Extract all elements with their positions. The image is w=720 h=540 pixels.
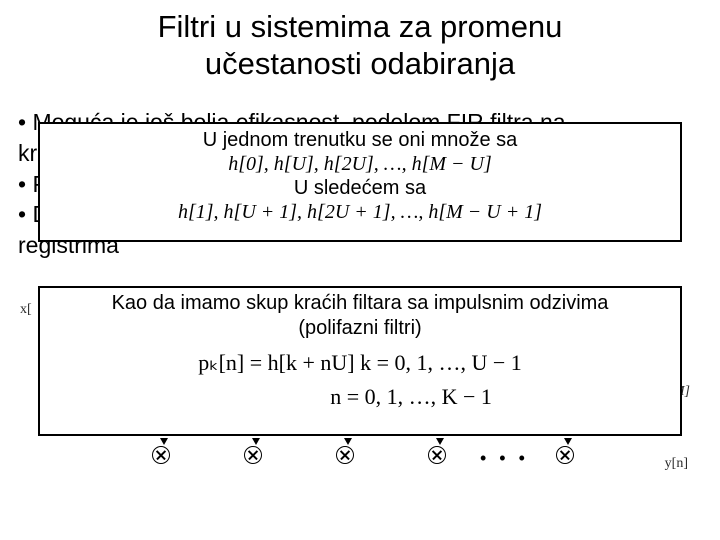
title-line-2: učestanosti odabiranja [205, 46, 515, 81]
multiply-node-icon [152, 446, 170, 464]
box2-formula-1: pₖ[n] = h[k + nU] k = 0, 1, …, U − 1 [198, 346, 522, 380]
multiply-node-icon [428, 446, 446, 464]
arrow-down-icon [344, 438, 352, 445]
multiply-node-icon [244, 446, 262, 464]
ellipsis-icon: • • • [480, 448, 529, 469]
callout-box-2: Kao da imamo skup kraćih filtara sa impu… [38, 286, 682, 436]
bg-y-label: y[n] [665, 456, 688, 472]
box2-text-2: (polifazni filtri) [48, 317, 672, 340]
slide: Filtri u sistemima za promenu učestanost… [0, 0, 720, 540]
arrow-down-icon [436, 438, 444, 445]
bg-x-label: x[ [20, 302, 32, 318]
arrow-down-icon [564, 438, 572, 445]
title-line-1: Filtri u sistemima za promenu [158, 9, 563, 44]
arrow-down-icon [252, 438, 260, 445]
box1-formula-1: h[0], h[U], h[2U], …, h[M − U] [48, 152, 672, 176]
box1-text-2: U sledećem sa [48, 176, 672, 200]
box1-text-1: U jednom trenutku se oni množe sa [48, 128, 672, 152]
box2-formula-block: pₖ[n] = h[k + nU] k = 0, 1, …, U − 1 n =… [198, 346, 522, 414]
box1-formula-2: h[1], h[U + 1], h[2U + 1], …, h[M − U + … [48, 200, 672, 224]
arrow-down-icon [160, 438, 168, 445]
slide-title: Filtri u sistemima za promenu učestanost… [0, 8, 720, 82]
multiply-node-icon [556, 446, 574, 464]
multiply-node-icon [336, 446, 354, 464]
callout-box-1: U jednom trenutku se oni množe sa h[0], … [38, 122, 682, 242]
box2-formula-2: n = 0, 1, …, K − 1 [198, 380, 522, 414]
box2-text-1: Kao da imamo skup kraćih filtara sa impu… [48, 292, 672, 315]
